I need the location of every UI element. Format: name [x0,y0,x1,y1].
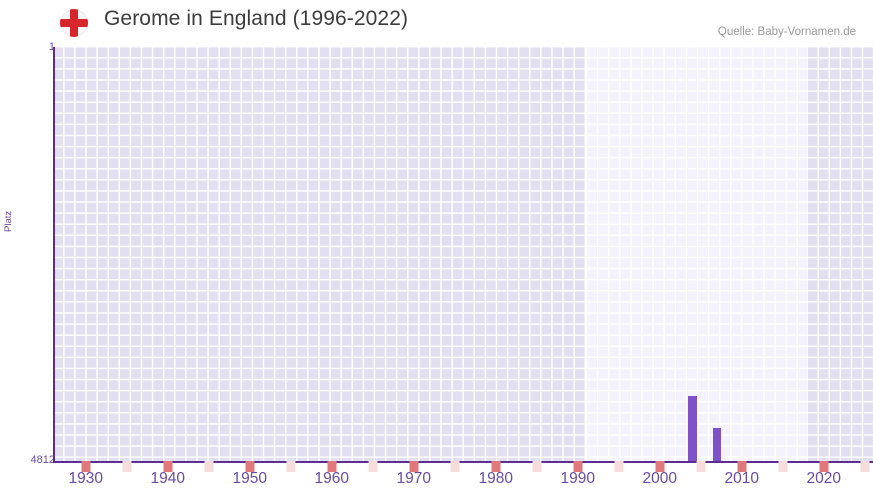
bar-2004[interactable] [688,396,697,461]
x-marker-minor-1935 [122,461,132,472]
england-flag-icon [60,9,88,37]
chart-header: Gerome in England (1996-2022) Quelle: Ba… [0,0,873,46]
x-marker-minor-1985 [532,461,542,472]
x-axis-tick-2000: 2000 [642,470,678,487]
x-axis-tick-1960: 1960 [314,470,350,487]
x-axis-tick-1990: 1990 [560,470,596,487]
x-marker-minor-1995 [614,461,624,472]
x-marker-major-1960 [327,461,337,472]
x-marker-major-1980 [491,461,501,472]
x-marker-major-1950 [245,461,255,472]
x-marker-minor-1975 [450,461,460,472]
x-marker-minor-2005 [696,461,706,472]
x-marker-minor-1965 [368,461,378,472]
plot-highlight-band [586,47,806,461]
x-marker-major-2020 [819,461,829,472]
x-axis-tick-1950: 1950 [232,470,268,487]
x-marker-major-2010 [737,461,747,472]
y-axis-tick-bottom: 4812 [30,454,55,466]
page-title: Gerome in England (1996-2022) [104,7,409,30]
x-axis-tick-1940: 1940 [150,470,186,487]
x-axis-tick-1930: 1930 [68,470,104,487]
x-axis-tick-1980: 1980 [478,470,514,487]
x-marker-minor-1945 [204,461,214,472]
flag-cross-vertical [70,9,78,37]
x-marker-major-1940 [163,461,173,472]
x-marker-major-1970 [409,461,419,472]
x-marker-minor-2025 [860,461,870,472]
x-marker-major-1930 [81,461,91,472]
x-axis-line [53,461,873,463]
source-label: Quelle: Baby-Vornamen.de [717,26,856,38]
x-axis-tick-2020: 2020 [806,470,842,487]
x-marker-major-2000 [655,461,665,472]
y-axis-label: Platz [3,210,14,232]
x-marker-minor-2015 [778,461,788,472]
x-marker-major-1990 [573,461,583,472]
y-axis-tick-top: 1 [48,41,55,53]
y-axis-line [53,47,55,461]
bar-2007[interactable] [712,428,722,461]
plot-area [53,47,873,463]
x-axis-tick-1970: 1970 [396,470,432,487]
x-axis-tick-2010: 2010 [724,470,760,487]
x-marker-minor-1955 [286,461,296,472]
